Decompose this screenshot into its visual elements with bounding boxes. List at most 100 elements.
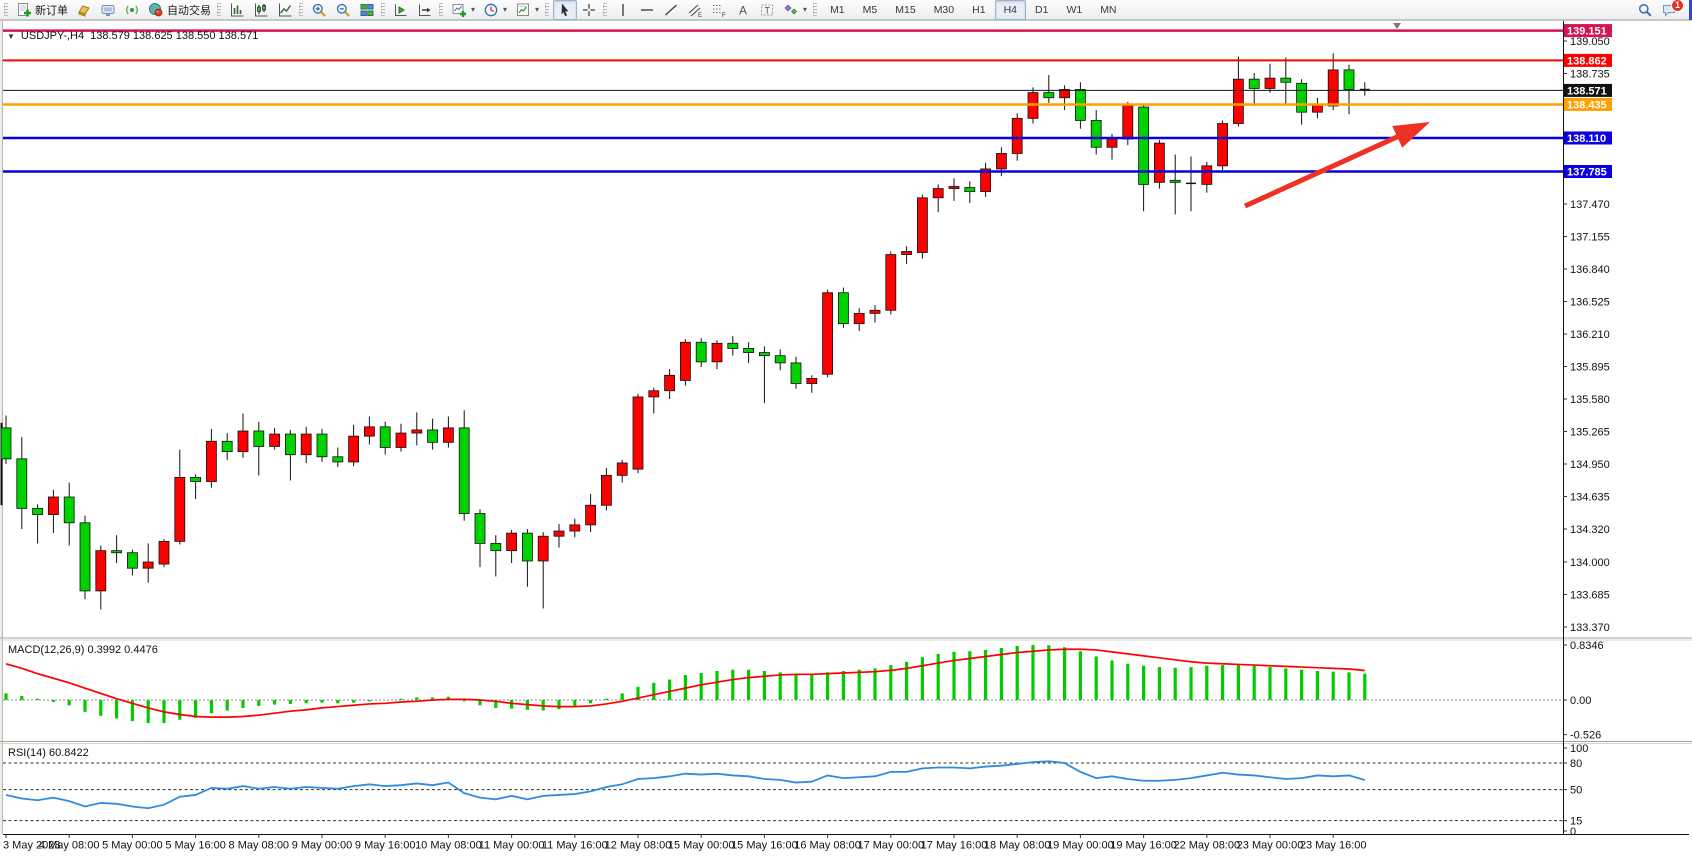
line-chart-icon: [277, 2, 293, 18]
toolbar-button-template[interactable]: ▾: [511, 0, 543, 20]
candle-bull: [885, 254, 897, 311]
candle-bull: [806, 377, 818, 384]
candle-bear: [332, 456, 344, 463]
toolbar-button-zoom-in[interactable]: [307, 0, 331, 20]
zoom-in-icon: [311, 2, 327, 18]
signal-icon: [124, 2, 140, 18]
candle-bull: [442, 427, 454, 443]
candle-bear: [190, 477, 202, 482]
toolbar-button-timeframe-M15[interactable]: M15: [886, 0, 924, 20]
toolbar-button-text-label[interactable]: T: [755, 0, 779, 20]
toolbar-button-autotrading[interactable]: 自动交易: [144, 0, 215, 20]
trend-arrow-line[interactable]: [1243, 132, 1404, 209]
dropdown-caret-icon[interactable]: ▾: [535, 5, 540, 14]
toolbar-button-cursor[interactable]: [553, 0, 578, 20]
price-tick-135.580: 135.580: [1570, 394, 1610, 406]
price-tick-135.265: 135.265: [1570, 426, 1610, 438]
candle-bear: [790, 362, 802, 384]
candle-bear: [1296, 82, 1307, 113]
toolbar-button-period-clock[interactable]: ▾: [479, 0, 511, 20]
dropdown-caret-icon[interactable]: ▾: [471, 5, 476, 14]
toolbar-button-label: D1: [1035, 3, 1049, 16]
svg-text:F: F: [722, 13, 726, 18]
toolbar-button-profile[interactable]: [72, 0, 96, 20]
toolbar-button-text[interactable]: A: [731, 0, 755, 20]
toolbar-button-timeframe-M30[interactable]: M30: [925, 0, 963, 20]
toolbar-button-timeframe-M1[interactable]: M1: [821, 0, 854, 20]
macd-panel-canvas[interactable]: [3, 641, 1563, 741]
channel-icon: E: [687, 2, 703, 18]
price-badge-139.151-bg: [1564, 24, 1612, 38]
candle-bull: [932, 188, 944, 199]
trend-arrow-head[interactable]: [1392, 122, 1430, 148]
dropdown-caret-icon[interactable]: ▾: [503, 5, 508, 14]
toolbar-button-channel[interactable]: E: [683, 0, 707, 20]
toolbar-button-line-chart[interactable]: [273, 0, 297, 20]
candle-bull: [1264, 77, 1276, 89]
svg-text:T: T: [765, 5, 771, 15]
candle-bear: [427, 429, 439, 443]
price-tick-138.735: 138.735: [1570, 68, 1610, 80]
price-tick-133.370: 133.370: [1570, 622, 1610, 634]
candle-bear: [127, 552, 138, 569]
price-badge-138.862: 138.862: [1567, 55, 1607, 67]
candle-bear: [1343, 69, 1355, 90]
new-order-icon: [16, 2, 32, 18]
candle-bull: [948, 186, 960, 189]
toolbar-button-label: W1: [1066, 3, 1083, 16]
toolbar-button-timeframe-H4[interactable]: H4: [994, 0, 1026, 20]
candle-bull: [48, 496, 59, 515]
toolbar-button-terminal[interactable]: [96, 0, 120, 20]
toolbar-button-timeframe-D1[interactable]: D1: [1026, 0, 1057, 20]
toolbar-button-vertical-line[interactable]: [611, 0, 635, 20]
toolbar-button-label: H1: [972, 3, 986, 16]
candle-bull: [664, 374, 675, 392]
toolbar-grip: [603, 3, 608, 16]
chart-title: ▼ USDJPY-,H4 138.579 138.625 138.550 138…: [7, 30, 258, 42]
toolbar-group-objects-add: ▾ ▾ ▾: [437, 0, 543, 19]
candle-bear: [522, 532, 533, 562]
candle-bear: [1248, 78, 1260, 89]
candle-bull: [1154, 142, 1165, 183]
toolbar-button-label: M30: [933, 3, 955, 16]
toolbar-button-timeframe-W1[interactable]: W1: [1057, 0, 1091, 20]
price-tick-133.685: 133.685: [1570, 589, 1610, 601]
toolbar-button-trendline[interactable]: [659, 0, 683, 20]
toolbar-button-auto-scroll[interactable]: [389, 0, 413, 20]
toolbar-button-new-order[interactable]: 新订单: [12, 0, 72, 20]
candle-bull: [174, 477, 186, 542]
toolbar-button-signal[interactable]: [120, 0, 144, 20]
candle-bull: [980, 168, 991, 193]
main-chart-canvas[interactable]: [3, 21, 1563, 637]
candle-bull: [901, 251, 912, 255]
toolbar-button-add-indicator[interactable]: ▾: [447, 0, 479, 20]
toolbar-button-horizontal-line[interactable]: [635, 0, 659, 20]
toolbar-button-shapes[interactable]: ▾: [779, 0, 811, 20]
toolbar-button-chart-shift[interactable]: [413, 0, 437, 20]
toolbar-button-timeframe-M5[interactable]: M5: [854, 0, 887, 20]
dropdown-caret-icon[interactable]: ▾: [803, 5, 808, 14]
search-icon: [1637, 2, 1653, 18]
toolbar-button-crosshair[interactable]: [577, 0, 601, 20]
toolbar-button-timeframe-H1[interactable]: H1: [963, 0, 994, 20]
candle-bull: [1233, 78, 1244, 124]
candle-bull: [142, 561, 154, 569]
toolbar-button-timeframe-MN[interactable]: MN: [1091, 0, 1125, 20]
price-badge-137.785-bg: [1564, 165, 1612, 179]
toolbar-button-zoom-out[interactable]: [331, 0, 355, 20]
candle-bear: [79, 522, 91, 592]
time-label-15-May-16-00: 15 May 16:00: [731, 840, 798, 852]
toolbar-button-fibonacci[interactable]: F: [707, 0, 731, 20]
toolbar-button-bar-chart[interactable]: [225, 0, 249, 20]
toolbar-button-search[interactable]: [1633, 0, 1657, 20]
toolbar-button-candlestick[interactable]: [249, 0, 273, 20]
time-label-8-May-08-00: 8 May 08:00: [229, 840, 290, 852]
toolbar-button-chat[interactable]: 1: [1657, 0, 1684, 20]
candle-bull: [680, 341, 691, 381]
chart-menu-triangle-icon[interactable]: ▼: [7, 31, 15, 41]
time-label-16-May-08-00: 16 May 08:00: [794, 840, 861, 852]
toolbar-button-tile-windows[interactable]: [355, 0, 379, 20]
time-label-12-May-08-00: 12 May 08:00: [605, 840, 672, 852]
macd-tick--0.526: -0.526: [1570, 729, 1601, 741]
